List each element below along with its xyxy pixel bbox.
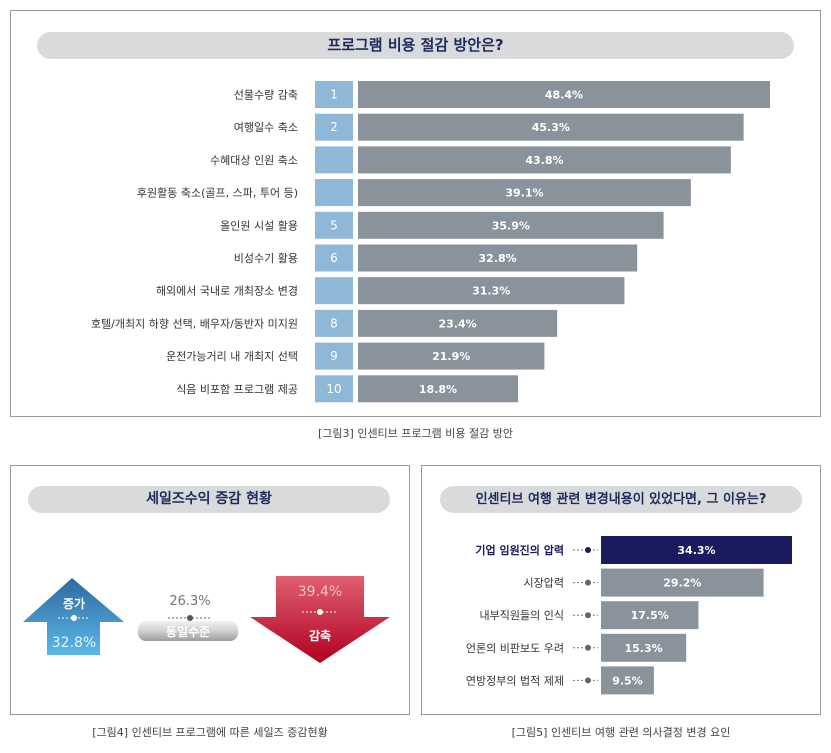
fig3-category-label: 여행일수 축소 xyxy=(234,120,298,134)
fig5-value-label: 34.3% xyxy=(677,544,715,557)
decrease-value: 39.4% xyxy=(298,584,342,600)
fig5-value-label: 9.5% xyxy=(612,674,643,687)
fig3-bar xyxy=(358,375,519,403)
fig3-value-label: 35.9% xyxy=(492,219,530,232)
fig5-category-label: 언론의 비판보도 우려 xyxy=(466,642,564,655)
fig5-dot xyxy=(585,644,591,651)
fig3-rank-label: 9 xyxy=(330,349,338,363)
fig3-category-label: 운전가능거리 내 개최지 선택 xyxy=(166,350,298,363)
fig3-value-label: 23.4% xyxy=(439,317,477,330)
fig4-chart: 증가 32.8% 26.3% 동일수준 39.4% 감축 xyxy=(23,576,390,663)
fig3-rank-box xyxy=(315,277,353,305)
increase-label: 증가 xyxy=(63,596,85,611)
fig5-category-label: 내부직원들의 인식 xyxy=(480,609,564,622)
fig3-value-label: 18.8% xyxy=(419,383,457,396)
fig3-value-label: 43.8% xyxy=(525,154,563,167)
fig3-rank-box xyxy=(315,179,353,207)
fig5-title: 인센티브 여행 관련 변경내용이 있었다면, 그 이유는? xyxy=(440,486,802,513)
fig5-bar xyxy=(601,568,764,597)
fig3-bar xyxy=(358,244,638,272)
same-box xyxy=(138,621,238,641)
fig5-value-label: 29.2% xyxy=(663,577,701,590)
fig5-bar xyxy=(601,633,687,662)
fig5-dot xyxy=(585,677,591,684)
fig3-bar xyxy=(358,342,545,370)
fig5-caption: [그림5] 인센티브 여행 관련 의사결정 변경 요인 xyxy=(511,726,731,739)
fig3-rank-label: 2 xyxy=(330,120,338,134)
fig3-category-label: 해외에서 국내로 개최장소 변경 xyxy=(156,284,298,298)
fig5-bar xyxy=(601,536,792,564)
fig5-dot xyxy=(585,579,591,586)
fig3-rank-label: 10 xyxy=(326,382,341,396)
fig4-title: 세일즈수익 증감 현황 xyxy=(28,486,390,513)
fig3-title: 프로그램 비용 절감 방안은? xyxy=(37,32,794,59)
fig3-rank-box xyxy=(315,81,353,108)
fig5-value-label: 17.5% xyxy=(631,609,669,622)
fig3-bar xyxy=(358,211,664,239)
fig3-rank-label: 6 xyxy=(330,251,338,265)
fig3-category-label: 올인원 시설 활용 xyxy=(220,218,298,232)
fig3-rank-box xyxy=(315,244,353,272)
fig3-rank-box xyxy=(315,146,353,174)
fig3-bar xyxy=(358,113,744,141)
fig3-rank-box xyxy=(315,342,353,370)
decrease-label: 감축 xyxy=(309,628,331,643)
fig3-value-label: 21.9% xyxy=(432,350,470,363)
fig3-category-label: 수혜대상 인원 축소 xyxy=(210,154,298,167)
fig3-bar xyxy=(358,81,770,108)
fig5-category-label: 기업 임원진의 압력 xyxy=(475,543,564,557)
same-label: 동일수준 xyxy=(166,625,210,639)
fig3-category-label: 비성수기 활용 xyxy=(234,251,298,265)
fig3-category-label: 호텔/개최지 하향 선택, 배우자/동반자 미지원 xyxy=(91,316,298,330)
fig3-value-label: 48.4% xyxy=(545,89,583,102)
fig3-bar xyxy=(358,146,731,174)
fig3-category-label: 선물수량 감축 xyxy=(234,89,298,102)
fig3-value-label: 45.3% xyxy=(532,121,570,134)
fig3-bar xyxy=(358,277,625,305)
decrease-arrow xyxy=(250,576,390,663)
fig3-rank-box xyxy=(315,309,353,337)
fig3-rank-box xyxy=(315,375,353,403)
fig5-category-label: 연방정부의 법적 제제 xyxy=(466,674,564,687)
fig3-category-label: 후원활동 축소(골프, 스파, 투어 등) xyxy=(137,186,298,200)
fig3-value-label: 32.8% xyxy=(479,252,517,265)
fig4-caption: [그림4] 인센티브 프로그램에 따른 세일즈 증감현황 xyxy=(92,726,328,739)
fig5-dot xyxy=(585,612,591,619)
fig3-bar xyxy=(358,179,691,207)
fig3-rank-box xyxy=(315,211,353,239)
same-value: 26.3% xyxy=(169,594,210,609)
fig3-rank-label: 1 xyxy=(330,88,338,102)
fig3-value-label: 39.1% xyxy=(505,187,543,200)
fig5-bar xyxy=(601,601,699,630)
fig3-chart: 선물수량 감축 1 48.4% 여행일수 축소 2 45.3% 수혜대상 인원 축소 43.8… xyxy=(91,81,770,403)
fig5-dot xyxy=(585,547,591,553)
fig3-rank-label: 5 xyxy=(330,218,338,232)
fig5-category-label: 시장압력 xyxy=(524,577,564,590)
fig3-rank-box xyxy=(315,113,353,141)
fig3-value-label: 31.3% xyxy=(472,285,510,298)
fig3-category-label: 식음 비포함 프로그램 제공 xyxy=(176,383,298,396)
fig5-bar xyxy=(601,666,654,695)
increase-value: 32.8% xyxy=(52,635,96,651)
fig5-value-label: 15.3% xyxy=(625,642,663,655)
fig3-rank-label: 8 xyxy=(330,316,338,330)
fig5-chart: 기업 임원진의 압력 34.3% 시장압력 29.2% 내부직원들의 인식 17.5% 언론… xyxy=(466,536,792,695)
fig3-caption: [그림3] 인센티브 프로그램 비용 절감 방안 xyxy=(318,427,513,440)
fig3-bar xyxy=(358,309,558,337)
